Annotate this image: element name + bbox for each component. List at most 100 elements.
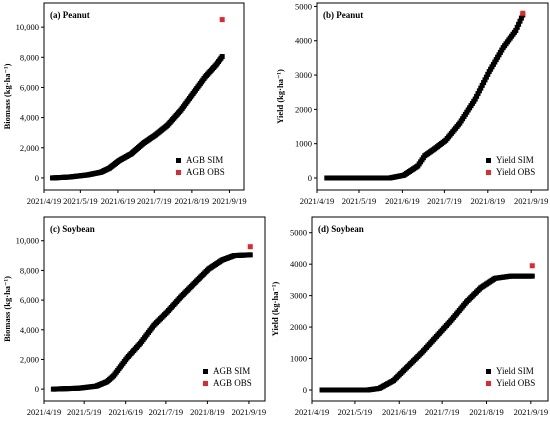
legend-marker [176,170,181,175]
x-tick-label: 2021/8/19 [190,407,224,417]
plot-frame [43,216,266,402]
legend: AGB SIM AGB OBS [203,366,252,388]
x-tick-label: 2021/4/19 [295,407,329,417]
y-axis-title: Biomass (kg·ha⁻¹) [2,276,12,342]
sim-point [219,54,225,60]
y-tick-label: 4,000 [20,113,39,123]
x-tick-label: 2021/4/19 [300,196,334,206]
legend-label: Yield OBS [496,378,535,388]
y-axis-title: Yield (kg·ha⁻¹) [270,282,280,337]
sim-point [483,74,489,80]
x-tick-label: 2021/4/19 [27,196,61,206]
y-tick-label: 10,000 [16,22,39,32]
x-tick-label: 2021/7/19 [427,196,461,206]
panel-title: (c) Soybean [50,224,95,234]
obs-point [529,263,535,269]
legend-marker [203,381,208,386]
y-tick-label: 1000 [290,354,307,364]
legend: AGB SIM AGB OBS [176,155,225,177]
sim-point [476,88,482,94]
sim-point [513,27,519,33]
y-tick-label: 4000 [290,259,307,269]
series-sim [49,54,225,181]
y-tick-label: 8,000 [20,52,39,62]
x-tick-label: 2021/9/19 [514,196,548,206]
y-tick-label: 6,000 [20,82,39,92]
legend-label: Yield OBS [496,167,535,177]
x-tick-label: 2021/7/19 [149,407,183,417]
legend-marker [486,369,491,374]
obs-point [520,10,526,16]
x-tick-label: 2021/9/19 [232,407,266,417]
series-sim [324,12,526,181]
x-tick-label: 2021/6/19 [385,196,419,206]
sim-point [514,24,520,30]
sim-point [529,273,535,279]
legend: Yield SIM Yield OBS [486,155,535,177]
sim-point [481,80,487,86]
y-tick-label: 2000 [290,322,307,332]
chart-panel-3: (d) Soybean Yield (kg·ha⁻¹) 0 1000 2000 3000 4… [270,216,549,417]
sim-point [516,21,522,27]
legend-marker [176,158,181,163]
y-tick-label: 0 [35,384,39,394]
sim-point [479,82,485,88]
y-tick-label: 2000 [295,104,312,114]
panel-title: (a) Peanut [50,10,90,20]
y-tick-label: 5000 [295,1,312,11]
y-tick-label: 3000 [295,70,312,80]
panel-title: (d) Soybean [318,224,364,234]
x-tick-label: 2021/6/19 [108,407,142,417]
plot-frame [311,216,549,402]
legend-marker [486,170,491,175]
y-tick-label: 0 [308,173,312,183]
x-tick-label: 2021/9/19 [514,407,548,417]
y-tick-label: 2,000 [20,143,39,153]
legend: Yield SIM Yield OBS [486,366,535,388]
x-tick-label: 2021/5/19 [67,407,101,417]
chart-panel-2: (c) Soybean Biomass (kg·ha⁻¹) 0 2,000 4,000 6… [2,216,266,417]
y-tick-label: 0 [35,173,39,183]
panel-title: (b) Peanut [323,10,363,20]
y-tick-label: 8,000 [20,265,39,275]
sim-point [482,77,488,83]
sim-point [478,85,484,91]
sim-point [247,252,253,258]
series-sim [50,252,253,392]
legend-label: AGB SIM [186,155,223,165]
legend-marker [203,369,208,374]
x-tick-label: 2021/7/19 [137,196,171,206]
x-tick-label: 2021/4/19 [27,407,61,417]
sim-point [517,18,523,24]
legend-label: AGB OBS [186,167,225,177]
x-tick-label: 2021/7/19 [425,407,459,417]
legend-label: AGB SIM [213,366,250,376]
y-tick-label: 1000 [295,139,312,149]
x-tick-label: 2021/9/19 [212,196,246,206]
y-tick-label: 5000 [290,228,307,238]
sim-point [475,91,481,97]
series-sim [319,273,535,393]
y-axis-title: Biomass (kg·ha⁻¹) [2,63,12,129]
chart-panel-1: (b) Peanut Yield (kg·ha⁻¹) 0 1000 2000 3000 40… [275,1,549,206]
x-tick-label: 2021/8/19 [175,196,209,206]
x-tick-label: 2021/8/19 [469,407,503,417]
plot-frame [43,2,245,191]
sim-point [472,96,478,102]
y-tick-label: 6,000 [20,295,39,305]
x-tick-label: 2021/5/19 [63,196,97,206]
sim-point [474,93,480,99]
legend-label: AGB OBS [213,378,252,388]
obs-point [219,17,225,23]
chart-panel-0: (a) Peanut Biomass (kg·ha⁻¹) 0 2,000 4,000 6,… [2,2,247,206]
x-tick-label: 2021/6/19 [382,407,416,417]
x-tick-label: 2021/5/19 [338,407,372,417]
x-tick-label: 2021/6/19 [101,196,135,206]
x-tick-label: 2021/8/19 [471,196,505,206]
y-tick-label: 3000 [290,291,307,301]
legend-label: Yield SIM [496,366,534,376]
obs-point [247,244,253,250]
y-tick-label: 0 [303,385,307,395]
plot-frame [316,2,549,191]
sim-point [518,15,524,21]
